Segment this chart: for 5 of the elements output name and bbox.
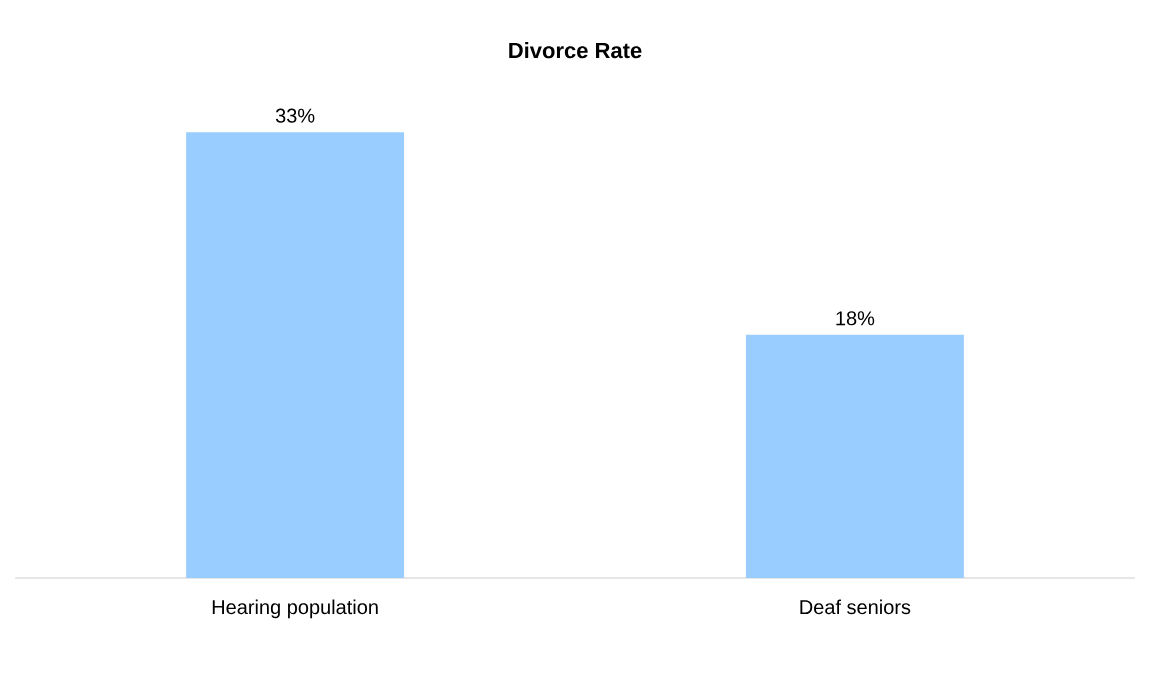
x-tick-label: Deaf seniors — [800, 599, 911, 615]
data-label: 33% — [275, 108, 315, 123]
data-label: 18% — [836, 311, 875, 326]
x-tick-label: Hearing population — [212, 599, 378, 619]
chart-title: Divorce Rate — [509, 42, 642, 59]
